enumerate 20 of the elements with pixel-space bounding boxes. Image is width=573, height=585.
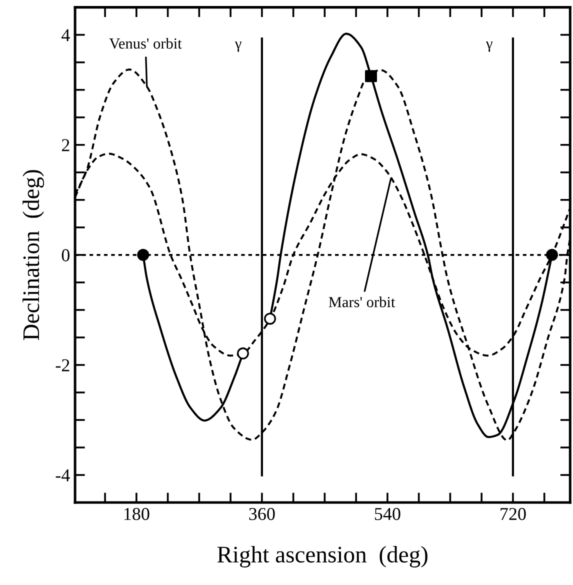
y-tick-label: 4 [62, 29, 70, 42]
x-axis-title: Right ascension (deg) [217, 546, 428, 568]
point [137, 248, 150, 261]
ref-line-label: γ [234, 41, 242, 52]
y-axis-title: Declination (deg) [22, 170, 44, 340]
x-tick-label: 720 [500, 508, 526, 520]
y-tick-label: 0 [62, 249, 70, 262]
point [365, 70, 377, 82]
annotation: Mars' orbit [328, 296, 396, 308]
point [236, 347, 249, 360]
y-tick-label: 2 [62, 139, 70, 152]
annotation: Venus' orbit [109, 38, 182, 49]
y-tick-label: -2 [56, 359, 70, 372]
y-tick-label: -4 [56, 469, 70, 482]
ref-line-label: γ [486, 41, 492, 52]
x-tick-label: 180 [124, 508, 150, 520]
point [546, 248, 558, 261]
point [264, 312, 276, 325]
x-tick-label: 360 [249, 508, 275, 520]
x-tick-label: 540 [374, 508, 400, 520]
